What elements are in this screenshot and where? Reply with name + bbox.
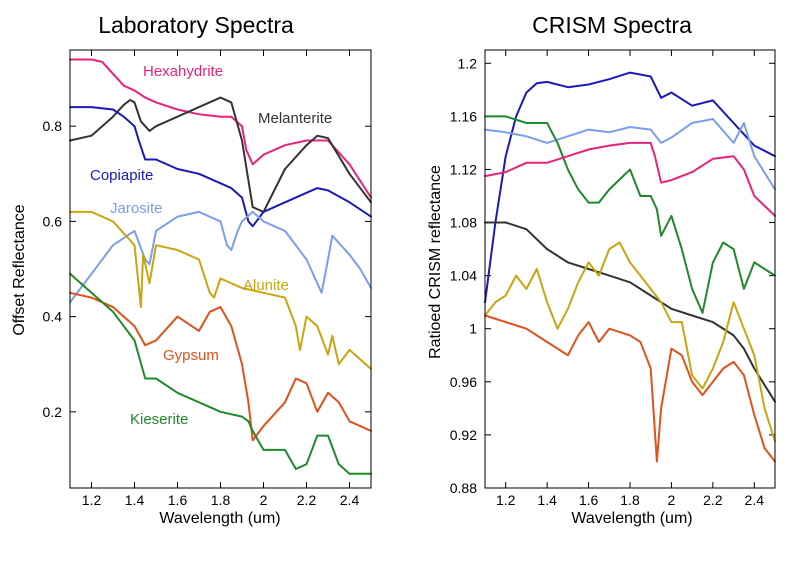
y-tick-label: 0.92 (450, 427, 477, 443)
series-layer (69, 58, 372, 475)
series-line-6 (484, 241, 776, 443)
series-line-melanterite (69, 96, 372, 213)
x-tick-label: 1.6 (579, 492, 599, 508)
plot-frame (69, 49, 372, 489)
series-label-kieserite: Kieserite (130, 411, 188, 428)
y-tick-label: 1.08 (450, 215, 477, 231)
x-axis-label: Wavelength (um) (571, 510, 692, 527)
series-line-kieserite (69, 272, 372, 475)
series-label-melanterite: Melanterite (258, 110, 332, 127)
series-line-gypsum (69, 291, 372, 442)
series-line-alunite (69, 210, 372, 370)
x-tick-label: 2.4 (340, 492, 360, 508)
y-tick-label: 1 (469, 321, 477, 337)
y-tick-label: 1.16 (450, 108, 477, 124)
y-axis-label: Ratioed CRISM reflectance (427, 165, 444, 359)
x-tick-label: 1.2 (496, 492, 516, 508)
y-tick-label: 0.2 (43, 404, 63, 420)
series-line-5 (484, 221, 776, 403)
y-tick-label: 0.96 (450, 374, 477, 390)
y-tick-label: 1.04 (450, 268, 477, 284)
series-line-2 (484, 118, 776, 191)
series-label-hexahydrite: Hexahydrite (143, 63, 223, 80)
series-label-alunite: Alunite (243, 277, 289, 294)
chart-title: CRISM Spectra (532, 12, 692, 38)
x-tick-label: 1.4 (125, 492, 145, 508)
x-axis-label: Wavelength (um) (159, 510, 280, 527)
laboratory-spectra-panel: Laboratory Spectra 1.2 1.4 1.6 1.8 2 2.2 2.4 0… (11, 12, 372, 527)
series-label-jarosite: Jarosite (110, 200, 163, 217)
series-line-jarosite (69, 210, 372, 304)
x-tick-label: 2 (260, 492, 268, 508)
series-line-7 (484, 314, 776, 463)
series-line-3 (484, 115, 776, 314)
x-tick-label: 1.6 (168, 492, 188, 508)
x-tick-labels: 1.2 1.4 1.6 1.8 2 2.2 2.4 (82, 492, 360, 508)
x-tick-label: 2 (668, 492, 676, 508)
y-tick-label: 0.4 (43, 309, 63, 325)
x-tick-label: 1.8 (211, 492, 231, 508)
y-tick-label: 1.12 (450, 161, 477, 177)
series-line-4 (484, 141, 776, 217)
plot-frame (484, 49, 776, 489)
y-tick-label: 0.6 (43, 213, 63, 229)
x-tick-label: 1.8 (620, 492, 640, 508)
series-layer (484, 71, 776, 463)
series-line-copiapite (69, 106, 372, 228)
x-tick-labels: 1.2 1.4 1.6 1.8 2 2.2 2.4 (496, 492, 764, 508)
x-tick-label: 1.4 (537, 492, 557, 508)
y-tick-label: 1.2 (458, 55, 478, 71)
series-line-hexahydrite (69, 58, 372, 199)
x-tick-label: 2.4 (745, 492, 765, 508)
y-tick-label: 0.88 (450, 480, 477, 496)
x-tick-label: 2.2 (297, 492, 317, 508)
y-tick-labels: 0.88 0.92 0.96 1 1.04 1.08 1.12 1.16 1.2 (450, 55, 477, 496)
chart-title: Laboratory Spectra (98, 12, 294, 38)
tick-marks (70, 50, 371, 488)
x-tick-label: 1.2 (82, 492, 102, 508)
crism-spectra-panel: CRISM Spectra 1.2 1.4 1.6 1.8 2 2.2 2.4 0.880.… (427, 12, 776, 527)
y-axis-label: Offset Reflectance (11, 204, 28, 335)
x-tick-label: 2.2 (703, 492, 723, 508)
y-tick-label: 0.8 (43, 118, 63, 134)
tick-marks (485, 50, 775, 489)
series-label-copiapite: Copiapite (90, 167, 153, 184)
y-tick-labels: 0.2 0.4 0.6 0.8 (43, 118, 63, 420)
series-line-1 (484, 71, 776, 304)
series-label-gypsum: Gypsum (163, 347, 219, 364)
